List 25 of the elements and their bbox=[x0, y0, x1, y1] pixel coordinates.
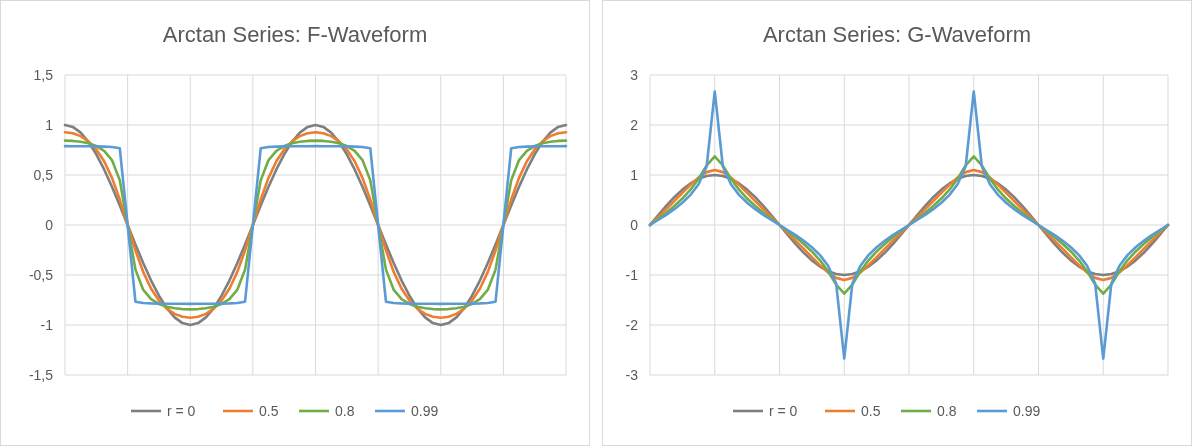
y-tick-label: 0 bbox=[45, 216, 54, 233]
legend-label: 0.99 bbox=[1013, 402, 1041, 419]
legend-label: 0.8 bbox=[937, 402, 957, 419]
legend-label: r = 0 bbox=[167, 402, 196, 419]
y-tick-label: 1,5 bbox=[33, 66, 54, 83]
chart-title: Arctan Series: G-Waveform bbox=[762, 22, 1032, 47]
legend-label: 0.8 bbox=[335, 402, 355, 419]
y-tick-label: 0 bbox=[630, 216, 639, 233]
y-tick-label: 1 bbox=[45, 116, 54, 133]
y-tick-label: -1,5 bbox=[28, 366, 54, 383]
legend-label: 0.99 bbox=[411, 402, 439, 419]
legend-label: 0.5 bbox=[861, 402, 881, 419]
legend-label: r = 0 bbox=[769, 402, 798, 419]
y-tick-label: 1 bbox=[630, 166, 639, 183]
y-tick-label: -1 bbox=[625, 266, 639, 283]
line-series bbox=[648, 90, 1170, 360]
y-tick-label: -3 bbox=[625, 366, 639, 383]
y-tick-label: -2 bbox=[625, 316, 639, 333]
y-tick-label: -0,5 bbox=[28, 266, 54, 283]
chart-title: Arctan Series: F-Waveform bbox=[162, 22, 428, 47]
y-tick-label: 2 bbox=[630, 116, 639, 133]
legend-label: 0.5 bbox=[259, 402, 279, 419]
y-tick-label: 3 bbox=[630, 66, 639, 83]
y-tick-label: -1 bbox=[40, 316, 54, 333]
y-tick-label: 0,5 bbox=[33, 166, 54, 183]
